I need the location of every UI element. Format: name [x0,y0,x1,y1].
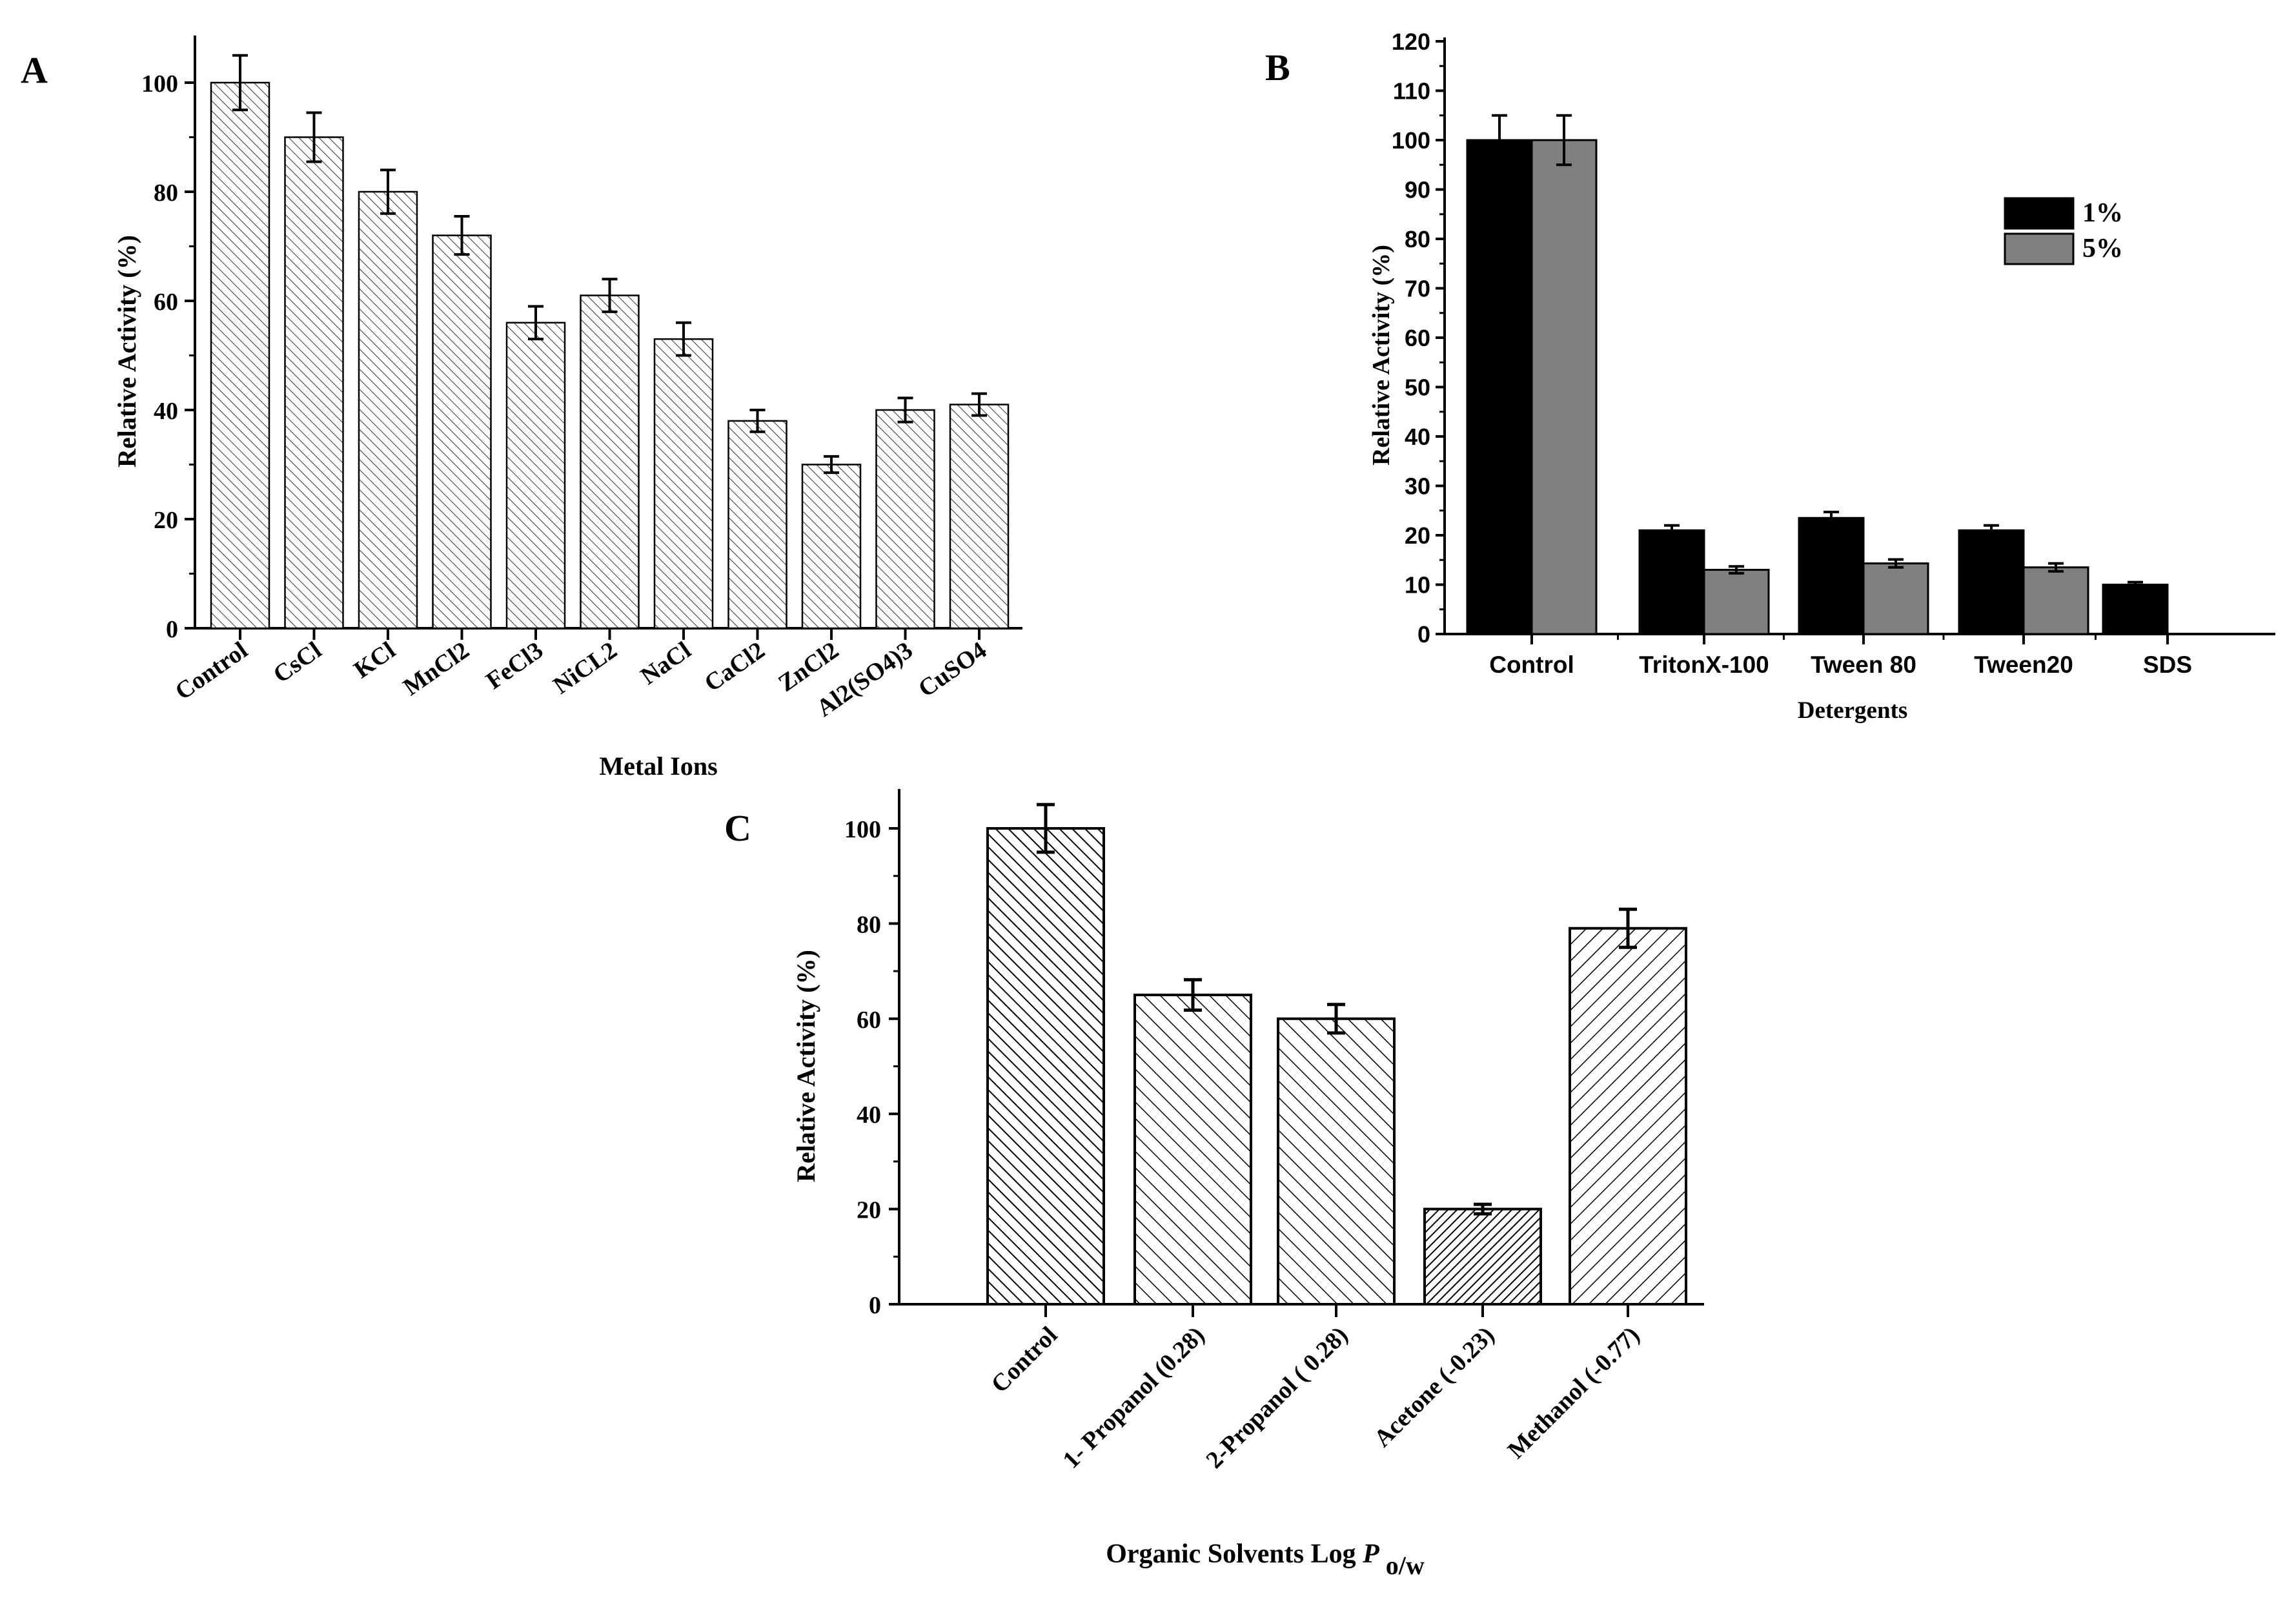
panel-b-letter: B [1265,46,1290,88]
panel-b-y-tick-label: 110 [1393,78,1430,105]
panel-c-x-tick-label-methanol-0-77: Methanol (-0.77) [1503,1322,1645,1464]
panel-a-y-tick-label: 20 [154,507,178,534]
panel-b-x-tick-label-sds: SDS [2143,651,2192,678]
panel-b-legend-swatch-1 [2004,197,2075,230]
panel-b-legend-label-1: 1% [2082,198,2123,228]
panel-b-x-tick-label-tween20: Tween20 [1974,651,2073,678]
panel-b-y-tick-label: 90 [1405,177,1430,203]
panel-a-x-tick-label-cacl2: CaCl2 [700,637,770,697]
panel-a-y-tick-label: 100 [141,70,178,97]
panel-c-y-tick-label: 0 [869,1292,881,1319]
panel-c-y-tick-label: 80 [857,911,881,938]
panel-b-x-axis-title: Detergents [1798,697,1908,724]
panel-c-y-tick-label: 60 [857,1007,881,1034]
panel-b-y-tick-label: 10 [1405,572,1430,599]
panel-b-x-tick-label-tween-80: Tween 80 [1811,651,1916,678]
panel-a-x-tick-label-control: Control [170,637,252,706]
panel-a-bar-al2-so4-3 [875,409,935,630]
panel-a-y-tick-label: 0 [166,616,178,643]
panel-c-bar-methanol-0-77 [1569,927,1687,1306]
panel-a-y-axis-title: Relative Activity (%) [112,235,141,467]
panel-b-bar-control-1 [1466,139,1533,635]
panel-c-x-axis-title-italic: P [1362,1539,1379,1569]
panel-b-bar-tween20-1 [1958,529,2025,635]
panel-b-bar-tritonx-100-1 [1638,529,1705,635]
panel-c-bar-control [986,827,1105,1306]
panel-a-bar-cscl [284,136,344,630]
panel-b-y-tick-label: 120 [1392,28,1430,55]
panel-b-bar-tween-80-1 [1798,517,1865,635]
panel-b-x-tick-label-tritonx-100: TritonX-100 [1639,651,1769,678]
panel-a-y-tick-label: 60 [154,289,178,316]
panel-c-x-tick-label-control: Control [986,1322,1063,1398]
panel-b-bar-tween20-5 [2022,566,2089,635]
panel-a-bar-mncl2 [432,234,492,630]
panel-a-y-tick-label: 80 [154,179,178,207]
panel-c-organic-solvents-chart: 0 20 40 60 80 100 Relative Activity (%) Control… [791,789,1704,1580]
panel-b-y-tick-label: 70 [1405,276,1430,302]
panel-c-bar-1-propanol-0-28 [1133,993,1252,1306]
panel-a-letter: A [21,49,48,91]
panel-a-bar-nacl [653,338,714,630]
panel-b-x-tick-label-control: Control [1489,651,1574,678]
panel-a-metal-ions-chart: 0 20 40 60 80 100 Relative Activity (%) Control… [112,36,1022,781]
panel-a-x-tick-label-fecl3: FeCl3 [482,637,549,695]
panel-a-bar-cuso4 [949,404,1010,630]
panel-b-bar-tween-80-5 [1862,562,1929,635]
panel-b-legend-swatch-5 [2004,232,2075,265]
panel-a-x-tick-label-cscl: CsCl [269,637,327,688]
panel-a-bar-cacl2 [727,420,787,630]
panel-b-y-axis-title: Relative Activity (%) [1368,245,1395,466]
panel-b-y-tick-label: 40 [1405,424,1430,450]
panel-c-y-tick-label: 100 [844,816,881,843]
panel-a-x-tick-label-kcl: KCl [349,637,400,684]
panel-c-x-tick-label-2-propanol-0-28: 2-Propanol ( 0.28) [1201,1322,1353,1474]
panel-a-x-tick-label-cuso4: CuSO4 [913,637,991,702]
panel-b-y-tick-label: 0 [1417,621,1430,648]
panel-a-bar-fecl3 [505,322,566,630]
panel-b-bar-sds-1 [2102,584,2169,635]
panel-b-y-tick-label: 100 [1392,127,1430,154]
panel-c-x-tick-label-1-propanol-0-28: 1- Propanol (0.28) [1057,1322,1210,1474]
panel-c-x-axis-title-main: Organic Solvents Log [1106,1539,1363,1569]
panel-b-bar-tritonx-100-5 [1703,569,1770,635]
panel-a-bar-zncl2 [801,464,862,630]
panel-a-y-tick-label: 40 [154,398,178,425]
panel-c-letter: C [724,807,751,849]
panel-b-legend-label-5: 5% [2082,234,2123,263]
panel-c-bar-acetone-0-23 [1423,1207,1542,1306]
panel-c-x-tick-label-acetone-0-23: Acetone (-0.23) [1369,1322,1500,1453]
panel-a-bar-nicl2 [580,294,640,630]
panel-a-x-tick-label-nacl: NaCl [636,637,696,690]
panel-a-x-axis-title: Metal Ions [599,752,717,781]
panel-b-y-tick-label: 80 [1405,226,1430,252]
panel-a-bar-control [210,81,270,630]
panel-c-x-axis-title-subscript: o/w [1386,1551,1425,1580]
panel-b-legend: 1%5% [2004,197,2123,265]
panel-b-y-tick-label: 50 [1405,374,1430,401]
panel-b-y-tick-label: 60 [1405,325,1430,351]
panel-b-y-tick-label: 30 [1405,473,1430,500]
panel-c-y-axis-title: Relative Activity (%) [791,950,820,1182]
panel-c-bar-2-propanol-0-28 [1277,1017,1396,1306]
panel-b-detergents-chart: 0 10 20 30 40 50 60 70 80 90 100 110 120 Relative Act… [1368,28,2275,724]
panel-a-x-tick-label-nicl2: NiCL2 [549,637,622,699]
panel-b-y-tick-label: 20 [1405,522,1430,549]
panel-a-bar-kcl [358,190,418,630]
panel-c-y-tick-label: 40 [857,1101,881,1129]
panel-a-x-tick-label-mncl2: MnCl2 [398,637,474,701]
panel-b-bar-control-5 [1530,139,1598,635]
panel-c-y-tick-label: 20 [857,1197,881,1224]
